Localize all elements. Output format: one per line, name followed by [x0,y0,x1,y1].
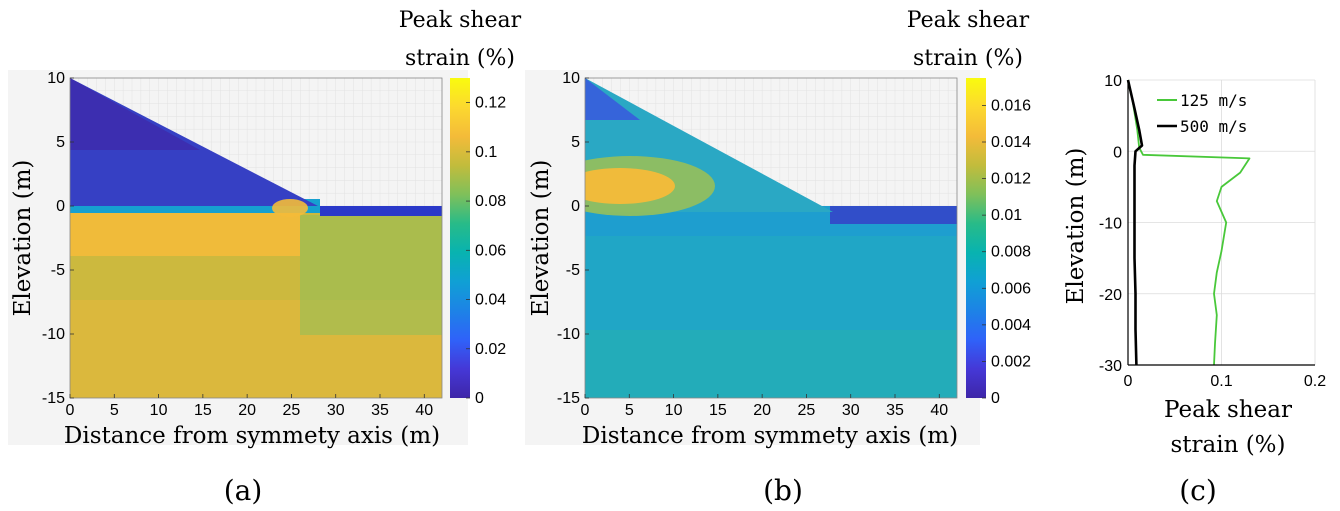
panel-a-ytick-label: -5 [51,262,65,279]
panel-a-embankment-top [70,78,200,150]
panel-b-ytick-label: 5 [571,134,580,151]
panel-c-xtick-label: 0 [1124,373,1133,390]
panel-b-embankment-top [585,78,640,120]
panel-a-colorbar-tick-label: 0.12 [475,95,506,112]
panel-a-colorbar-tick-label: 0.04 [475,292,506,309]
panel-a-xtick-label: 25 [283,402,301,419]
panel-c-ytick-label: -10 [1099,216,1122,233]
panel-b-xtick-label: 35 [886,402,904,419]
panel-a-ytick-label: -15 [42,390,65,407]
panel-a-xtick-label: 35 [371,402,389,419]
panel-b-xtick-label: 10 [665,402,683,419]
panel-b-label: (b) [763,474,803,507]
panel-b-xtick-label: 15 [709,402,727,419]
panel-b-xtick-label: 40 [930,402,948,419]
panel-b-ylabel: Elevation (m) [528,160,554,317]
panel-c-ytick-label: -30 [1099,358,1122,375]
panel-a-colorbar-label-line2: strain (%) [405,46,515,71]
panel-b-ytick-label: -15 [557,390,580,407]
panel-b-colorbar-tick-label: 0.008 [991,244,1031,261]
panel-a-label: (a) [224,474,263,507]
panel-a-right-zone [300,215,442,335]
panel-b-ytick-label: 0 [571,198,580,215]
panel-b-colorbar-label-line1: Peak shear [907,8,1030,33]
panel-b-colorbar-tick-label: 0.014 [991,134,1031,151]
panel-b-colorbar-tick-label: 0 [991,390,1000,407]
panel-a-xtick-label: 5 [110,402,119,419]
panel-a-embankment [70,78,318,206]
panel-a-xtick-label: 40 [415,402,433,419]
panel-b-xtick-label: 20 [753,402,771,419]
panel-b-colorbar-tick-label: 0.002 [991,353,1031,370]
panel-a-ticks: 0 5 10 15 20 25 30 35 40 -15 -10 -5 0 5 10 [42,70,433,419]
panel-b-ticks: 0 5 10 15 20 25 30 35 40 -15 -10 -5 0 5 10 [557,70,948,419]
panel-b-colorbar-tick-label: 0.016 [991,97,1031,114]
panel-a-colorbar-tick-label: 0.02 [475,341,506,358]
panel-c-xtick-label: 0.1 [1210,373,1232,390]
panel-c: 100-10-20-300 0.1 0.2 Elevation (m) Peak s… [1063,73,1326,507]
panel-b-colorbar-tick-label: 0.012 [991,171,1031,188]
panel-c-ytick-label: 0 [1113,144,1122,161]
panel-b-xtick-label: 0 [581,402,590,419]
panel-a-xtick-label: 20 [238,402,256,419]
panel-a-ytick-label: 5 [56,134,65,151]
panel-b-foundation-deep [585,330,957,398]
panel-b-colorbar-tick-label: 0.01 [991,207,1022,224]
panel-c-xlabel-line2: strain (%) [1170,432,1285,458]
panel-b-heatmap [585,78,957,398]
series-line-125 [1127,79,1251,366]
panel-c-xlabel-line1: Peak shear [1164,397,1292,423]
panel-a-heatmap [70,78,442,398]
panel-a-toe-band [320,206,442,216]
panel-a-xtick-label: 30 [327,402,345,419]
panel-a-xtick-label: 0 [66,402,75,419]
panel-a-xlabel: Distance from symmety axis (m) [64,423,440,449]
panel-b-colorbar-label-line2: strain (%) [913,46,1023,71]
panel-b-colorbar [966,78,986,398]
panel-a-ylabel: Elevation (m) [10,160,36,317]
panel-a-xtick-label: 15 [194,402,212,419]
panel-a-colorbar-tick-label: 0.08 [475,193,506,210]
panel-b-colorbar-ticks: 0 0.002 0.004 0.006 0.008 0.01 0.012 0.014 0.016 [982,97,1031,407]
panel-c-ticks: 100-10-20-300 0.1 0.2 [1099,73,1326,390]
panel-b-ytick-label: 10 [562,70,580,87]
panel-c-ylabel: Elevation (m) [1063,148,1089,305]
panel-b-xtick-label: 25 [798,402,816,419]
panel-b-xlabel: Distance from symmety axis (m) [582,423,958,449]
panel-b-ytick-label: -10 [557,326,580,343]
panel-a-colorbar-label-line1: Peak shear [399,8,522,33]
panel-a-ytick-label: 10 [47,70,65,87]
panel-a-frame [69,77,443,399]
panel-b-colorbar-tick-label: 0.004 [991,317,1031,334]
panel-c-legend: 125 m/s 500 m/s [1157,91,1247,136]
panel-a-colorbar-tick-label: 0.1 [475,144,497,161]
panel-a-toe-hotspot [272,199,308,217]
panel-b-colorbar-tick-label: 0.006 [991,280,1031,297]
panel-c-ytick-label: 10 [1104,73,1122,90]
panel-b-toe-band [830,206,957,224]
panel-c-label: (c) [1179,474,1217,507]
panel-a-colorbar-ticks: 0 0.02 0.04 0.06 0.08 0.1 0.12 [466,95,506,407]
panel-a-colorbar-tick-label: 0 [475,390,484,407]
panel-b-xtick-label: 5 [625,402,634,419]
panel-a: 0 5 10 15 20 25 30 35 40 -15 -10 -5 0 5 10 Distance fr… [8,8,522,507]
panel-b-ytick-label: -5 [566,262,580,279]
panel-a-ytick-label: -10 [42,326,65,343]
panel-a-ytick-label: 0 [56,198,65,215]
panel-c-ytick-label: -20 [1099,287,1122,304]
panel-b: 0 5 10 15 20 25 30 35 40 -15 -10 -5 0 5 10 Distance fr… [525,8,1031,507]
legend-label-125: 125 m/s [1180,91,1247,110]
panel-c-xtick-label: 0.2 [1304,373,1326,390]
panel-b-xtick-label: 30 [842,402,860,419]
legend-label-500: 500 m/s [1180,117,1247,136]
panel-a-colorbar [450,78,470,398]
series-line-500 [1126,79,1144,366]
panel-a-colorbar-tick-label: 0.06 [475,242,506,259]
panel-b-frame [584,77,958,399]
panel-a-xtick-label: 10 [150,402,168,419]
panel-c-lines [1126,79,1251,366]
panel-a-top-layer [70,206,300,256]
panel-b-core-hotspot [585,168,675,204]
